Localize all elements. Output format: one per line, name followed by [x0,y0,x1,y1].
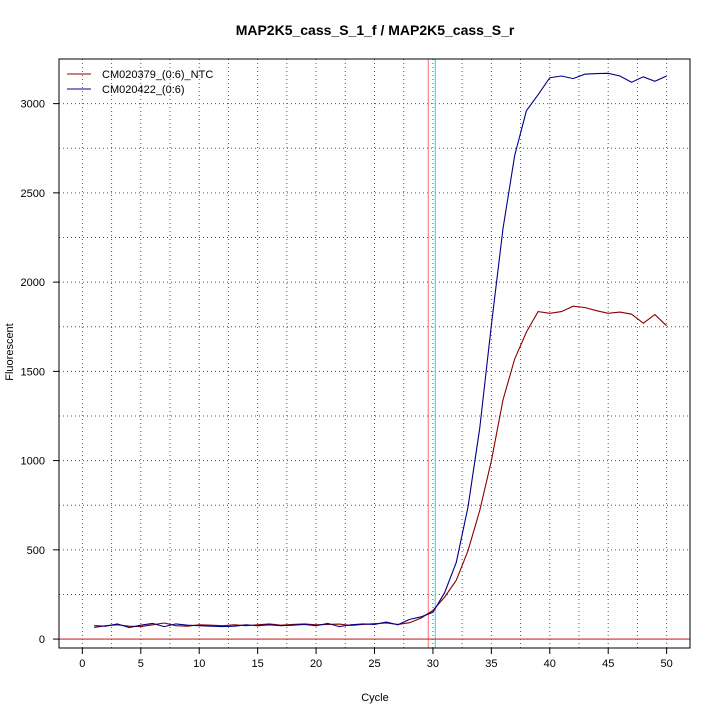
series-line-2 [94,72,667,629]
reference-lines [59,59,690,648]
y-axis-label: Fluorescent [4,323,16,380]
x-tick-label: 10 [193,658,205,670]
y-axis: 0 500 1000 1500 2000 2500 3000 [21,99,59,646]
y-tick-label: 1000 [21,456,45,468]
x-tick-label: 0 [79,658,85,670]
x-tick-label: 35 [485,658,497,670]
y-tick-label: 2500 [21,188,45,200]
y-tick-label: 500 [27,545,45,557]
x-axis-label: Cycle [361,692,389,704]
x-tick-label: 20 [310,658,322,670]
x-tick-label: 40 [544,658,556,670]
grid-lines [59,58,690,648]
legend: CM020379_(0:6)_NTC CM020422_(0:6) [67,69,213,96]
x-tick-label: 50 [661,658,673,670]
x-tick-label: 30 [427,658,439,670]
x-tick-label: 15 [252,658,264,670]
series-lines [94,72,667,629]
x-tick-label: 5 [138,658,144,670]
y-tick-label: 0 [39,634,45,646]
y-tick-label: 1500 [21,366,45,378]
chart-title: MAP2K5_cass_S_1_f / MAP2K5_cass_S_r [236,22,515,38]
y-tick-label: 2000 [21,277,45,289]
x-tick-label: 45 [602,658,614,670]
series-line-1 [94,305,667,629]
x-tick-label: 25 [368,658,380,670]
x-axis: 0 5 10 15 20 25 30 35 40 45 50 [79,648,673,670]
y-tick-label: 3000 [21,99,45,111]
legend-label-2: CM020422_(0:6) [102,84,185,96]
legend-label-1: CM020379_(0:6)_NTC [102,69,213,81]
